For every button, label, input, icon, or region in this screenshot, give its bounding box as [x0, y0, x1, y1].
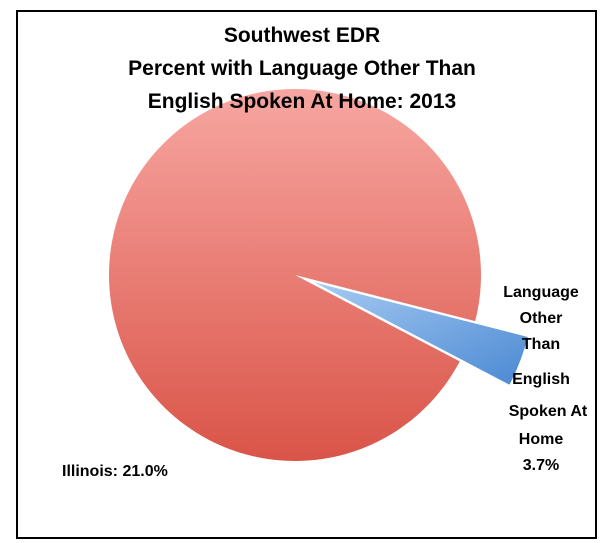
- chart-title-line-1: Southwest EDR: [224, 24, 380, 47]
- chart-title-line-2: Percent with Language Other Than: [128, 57, 476, 80]
- language-label-line-2: Other: [520, 310, 563, 327]
- language-label-line-1: Language: [503, 284, 579, 301]
- language-data-label: Language Other Than English Spoken At Ho…: [503, 284, 588, 474]
- chart-title-line-3: English Spoken At Home: 2013: [148, 90, 456, 113]
- language-label-line-3: Than: [522, 336, 560, 353]
- language-label-line-4: English: [512, 371, 570, 388]
- language-label-line-6: Home: [519, 431, 564, 448]
- chart-title: Southwest EDR Percent with Language Othe…: [128, 24, 476, 113]
- pie-slice-language-other-than-english: [305, 278, 531, 388]
- pie-slice-illinois: [109, 88, 481, 461]
- language-label-line-5: Spoken At: [509, 403, 588, 420]
- pie-slices: [109, 88, 531, 461]
- illinois-data-label: Illinois: 21.0%: [62, 463, 168, 480]
- language-label-line-7: 3.7%: [523, 457, 559, 474]
